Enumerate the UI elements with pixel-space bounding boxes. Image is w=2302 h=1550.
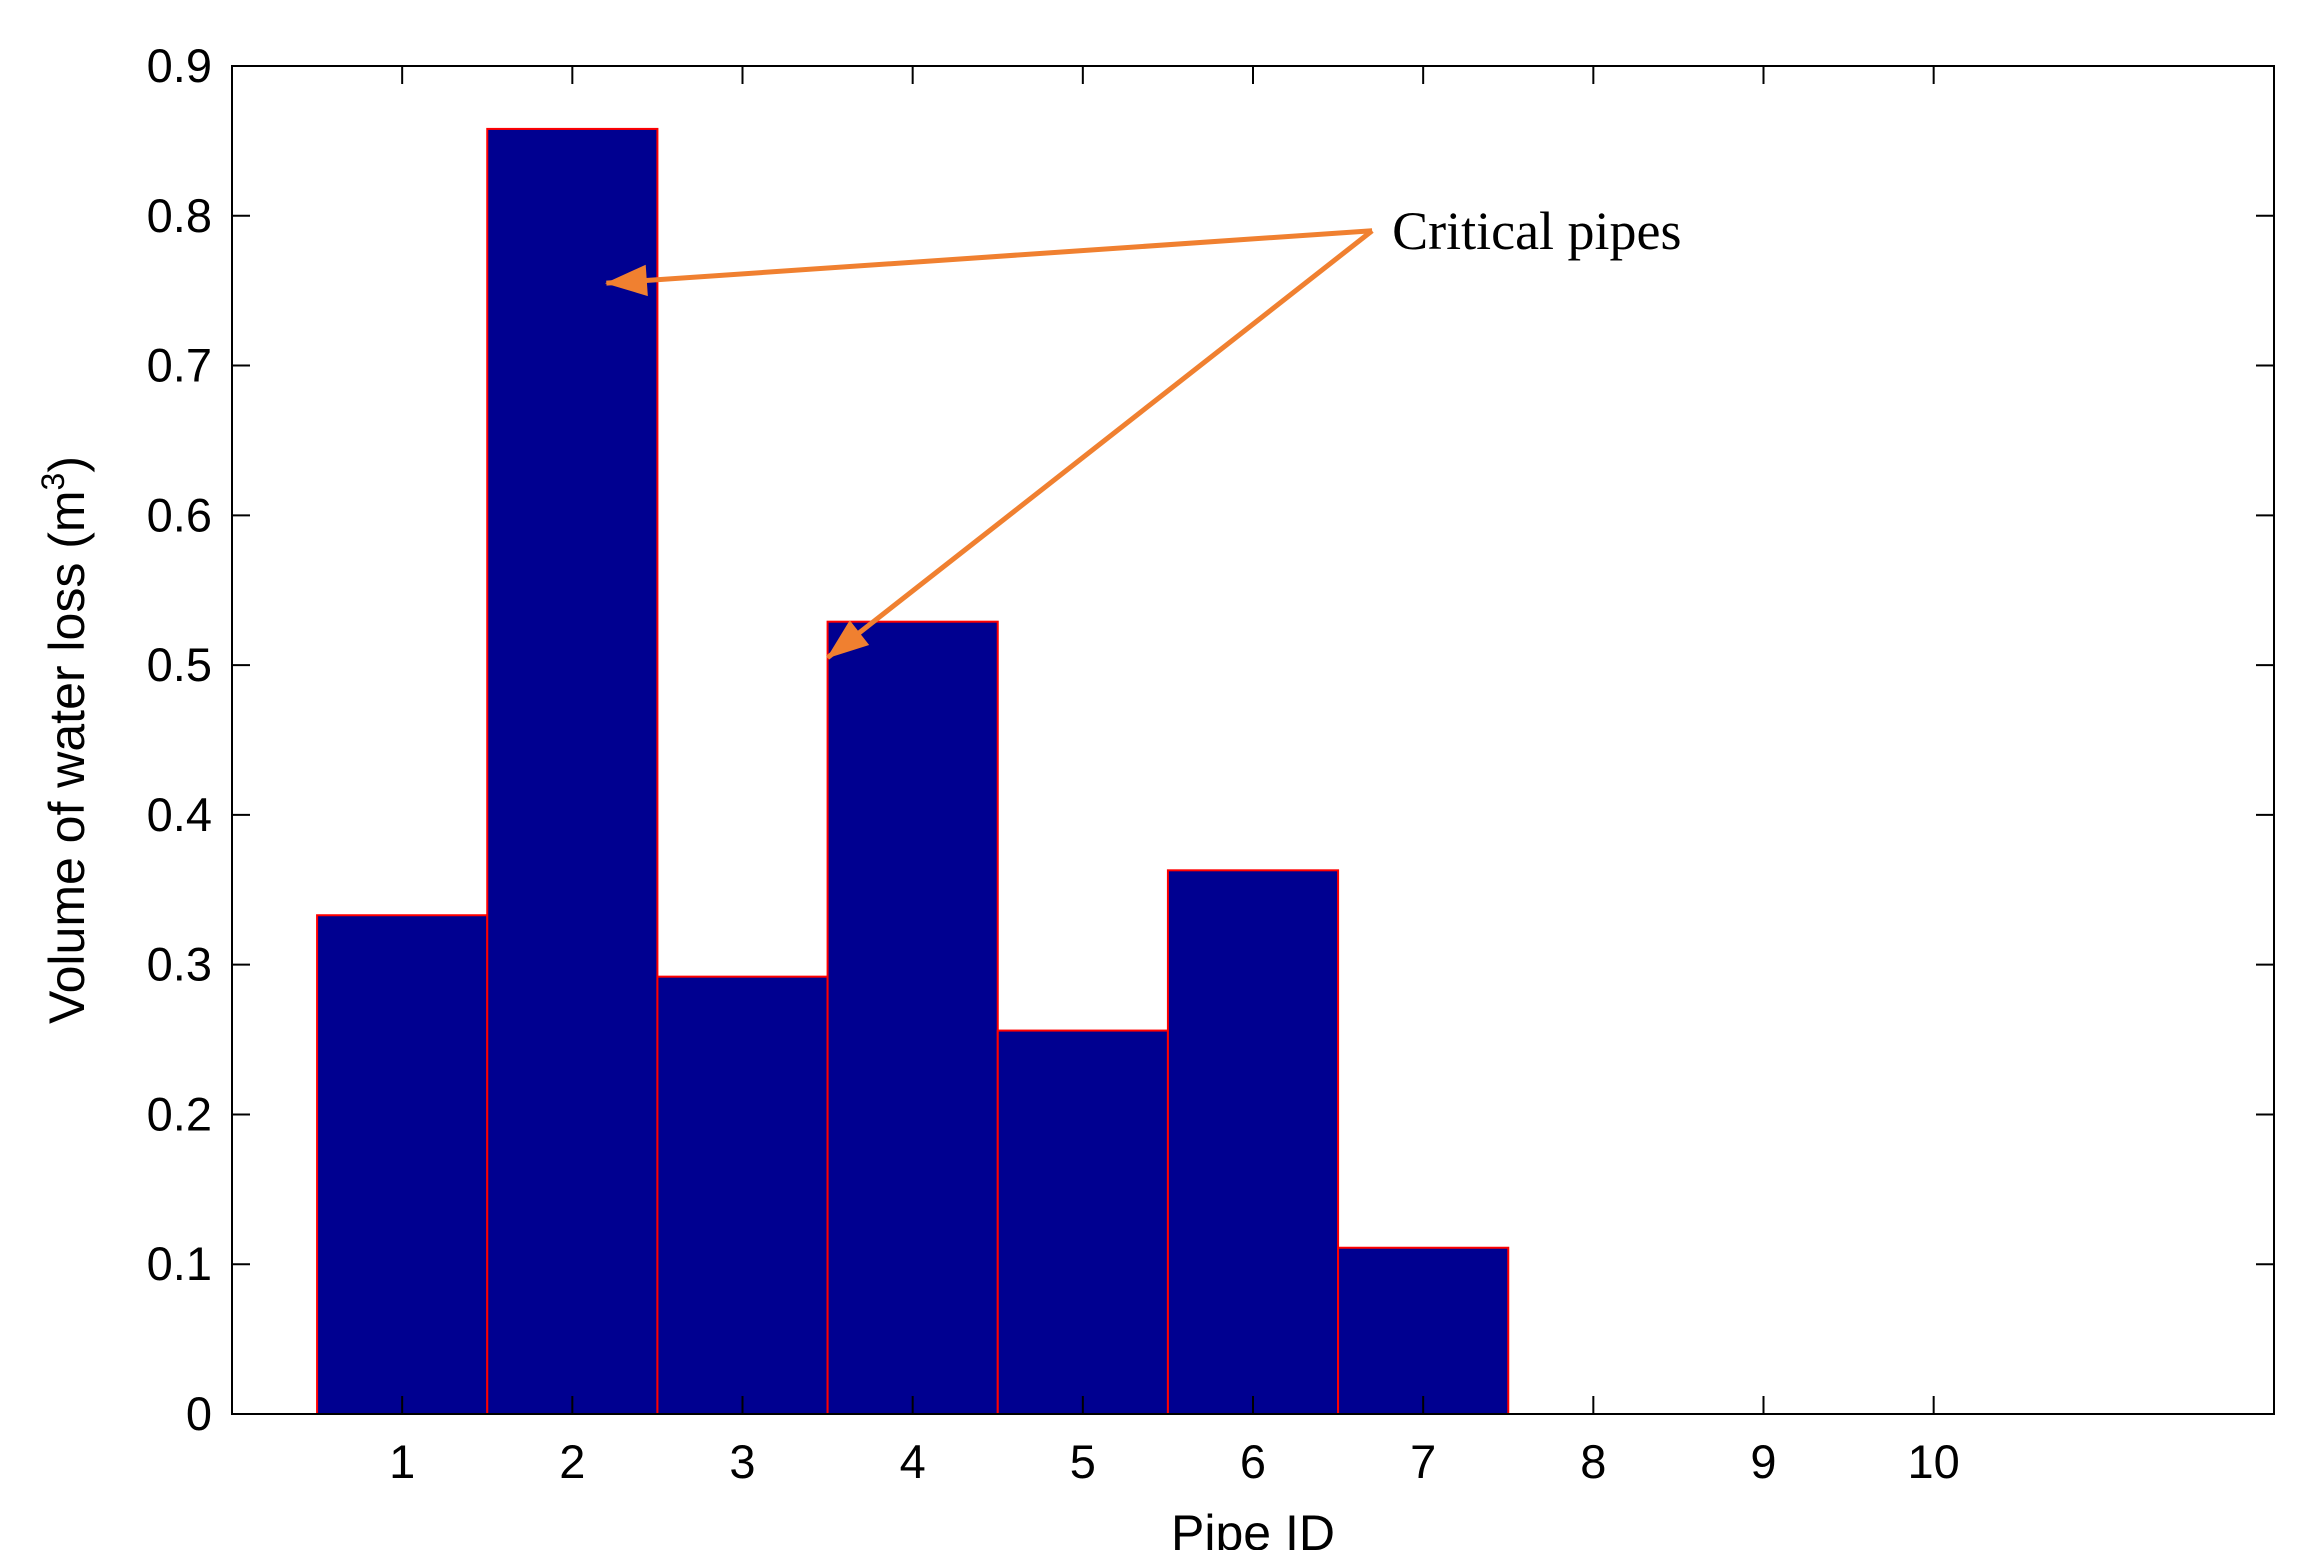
bar-pipe-4 bbox=[826, 620, 999, 1415]
bar-pipe-3 bbox=[656, 975, 829, 1415]
x-tick-label-5: 5 bbox=[1070, 1435, 1096, 1488]
y-tick-label-0.9: 0.9 bbox=[147, 39, 212, 92]
axes-group: 1 2 3 4 5 6 7 8 9 10 0 0.1 0.2 0.3 0.4 0.5 0.6 0.7 0.8 0.9 bbox=[147, 39, 2275, 1488]
y-tick-label-0.3: 0.3 bbox=[147, 938, 212, 991]
x-tick-label-3: 3 bbox=[729, 1435, 755, 1488]
bar-pipe-1 bbox=[316, 914, 489, 1415]
y-axis-label-text: Volume of water loss (m bbox=[39, 490, 95, 1024]
annotation-arrowhead-1 bbox=[604, 264, 648, 297]
annotation-group: Critical pipes bbox=[604, 201, 1682, 660]
bars-group bbox=[316, 127, 1510, 1416]
x-tick-label-7: 7 bbox=[1410, 1435, 1436, 1488]
y-axis-label: Volume of water loss (m3) bbox=[35, 456, 95, 1024]
annotation-critical-pipes: Critical pipes bbox=[1392, 201, 1681, 261]
x-tick-label-10: 10 bbox=[1908, 1435, 1960, 1488]
y-tick-label-0.4: 0.4 bbox=[147, 788, 212, 841]
x-axis-label: Pipe ID bbox=[1171, 1505, 1335, 1550]
y-tick-label-0.2: 0.2 bbox=[147, 1087, 212, 1140]
y-tick-label-0.7: 0.7 bbox=[147, 339, 212, 392]
bar-pipe-6 bbox=[1166, 869, 1340, 1415]
y-tick-label-0.8: 0.8 bbox=[147, 189, 212, 242]
bar-pipe-5 bbox=[996, 1029, 1169, 1415]
y-tick-label-0.5: 0.5 bbox=[147, 638, 212, 691]
y-tick-label-0.6: 0.6 bbox=[147, 488, 212, 541]
x-tick-label-6: 6 bbox=[1240, 1435, 1266, 1488]
bar-pipe-2 bbox=[486, 127, 659, 1416]
bar-pipe-7 bbox=[1337, 1246, 1510, 1416]
annotation-arrowhead-2 bbox=[826, 620, 870, 659]
annotation-arrow-line-1 bbox=[606, 228, 1373, 286]
y-tick-label-0.1: 0.1 bbox=[147, 1237, 212, 1290]
y-axis-label-superscript: 3 bbox=[35, 473, 71, 491]
annotation-arrow-line-2 bbox=[826, 228, 1374, 660]
x-tick-label-1: 1 bbox=[389, 1435, 415, 1488]
x-tick-label-4: 4 bbox=[900, 1435, 926, 1488]
x-tick-label-9: 9 bbox=[1750, 1435, 1776, 1488]
y-tick-label-0: 0 bbox=[186, 1387, 212, 1440]
x-tick-label-8: 8 bbox=[1580, 1435, 1606, 1488]
y-axis-label-suffix: ) bbox=[39, 456, 95, 473]
x-tick-label-2: 2 bbox=[559, 1435, 585, 1488]
